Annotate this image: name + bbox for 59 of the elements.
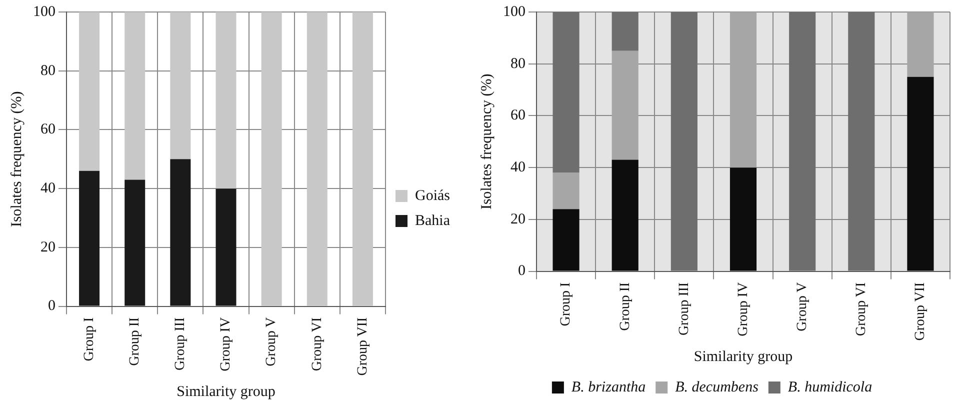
- y-tick-label: 0: [48, 298, 56, 314]
- x-tick-label: Group IV: [736, 282, 751, 336]
- x-tick-label: Group I: [82, 316, 97, 362]
- bar: [216, 12, 236, 189]
- legend-label: B. humidicola: [788, 379, 872, 396]
- bar: [612, 50, 638, 160]
- x-tick-label: Group III: [173, 316, 188, 371]
- bar: [612, 12, 638, 51]
- x-tick-label: Group V: [264, 317, 280, 366]
- bar: [170, 159, 191, 306]
- bar: [79, 12, 100, 171]
- y-tick-label: 0: [518, 263, 526, 280]
- bar: [730, 12, 757, 168]
- bar: [848, 12, 875, 271]
- x-tick-label: Group II: [618, 282, 633, 331]
- bar: [789, 12, 816, 271]
- bar: [216, 188, 236, 306]
- bar: [124, 180, 146, 306]
- bar: [907, 76, 934, 271]
- bar: [261, 12, 282, 306]
- bar: [552, 209, 580, 271]
- x-axis-title: Similarity group: [694, 348, 793, 365]
- legend-label: B. brizantha: [571, 379, 646, 396]
- x-axis-title: Similarity group: [176, 384, 276, 400]
- y-tick-label: 60: [40, 122, 56, 138]
- x-tick-label: Group IV: [218, 317, 234, 372]
- legend-label: B. decumbens: [675, 379, 759, 396]
- legend-label: Goiás: [415, 188, 450, 204]
- y-axis-title: Isolates frequency (%): [478, 74, 495, 210]
- y-tick-label: 40: [510, 160, 526, 176]
- bar: [552, 12, 580, 173]
- bar: [552, 172, 580, 210]
- x-tick-label: Group VI: [854, 282, 870, 336]
- x-tick-label: Group III: [676, 282, 692, 336]
- x-tick-label: Group VII: [913, 282, 928, 341]
- bar: [730, 168, 757, 271]
- x-tick-label: Group VI: [310, 316, 325, 372]
- legend-label: Bahia: [415, 212, 450, 229]
- y-tick-label: 40: [40, 180, 56, 197]
- y-tick-label: 20: [510, 211, 526, 228]
- y-tick-label: 20: [40, 239, 56, 256]
- bar: [79, 170, 100, 306]
- bar: [352, 12, 373, 306]
- bar: [170, 12, 191, 160]
- x-tick-label: Group V: [794, 282, 810, 332]
- bar: [306, 12, 328, 306]
- bar: [124, 12, 146, 180]
- bar: [670, 12, 698, 271]
- y-tick-label: 100: [33, 4, 56, 20]
- y-tick-label: 80: [510, 56, 526, 72]
- x-tick-label: Group I: [558, 282, 574, 326]
- bar: [612, 160, 638, 271]
- y-tick-label: 80: [40, 62, 56, 79]
- bar: [907, 12, 934, 77]
- y-axis-title: Isolates frequency (%): [8, 91, 25, 228]
- x-tick-label: Group VII: [355, 316, 370, 376]
- y-tick-label: 60: [510, 108, 526, 124]
- x-tick-label: Group II: [128, 316, 143, 366]
- y-tick-label: 100: [503, 4, 526, 20]
